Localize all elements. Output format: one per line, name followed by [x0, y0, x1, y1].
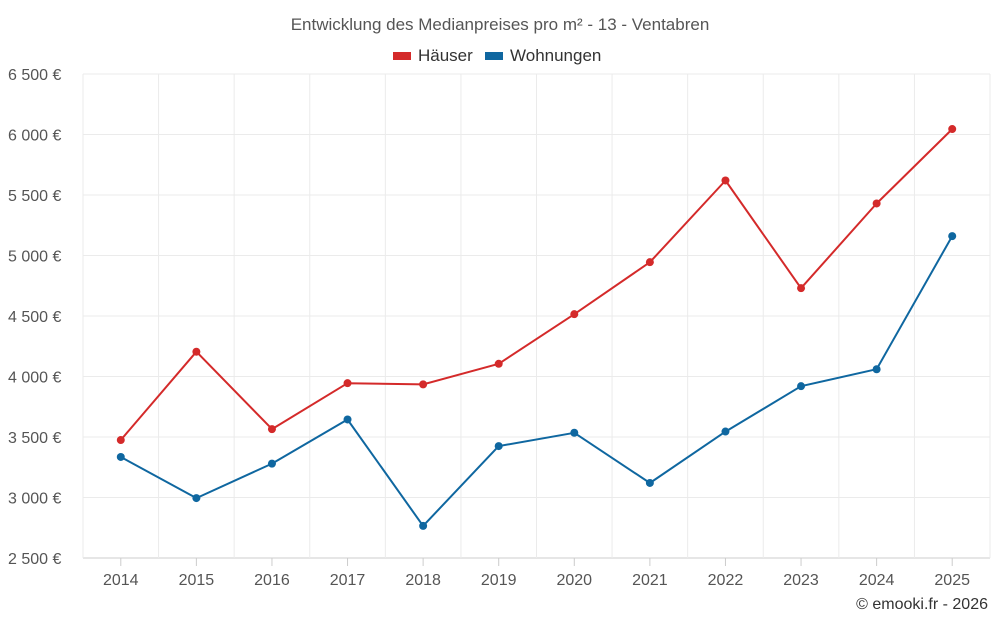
x-tick-label: 2023 [783, 572, 819, 589]
legend: Häuser Wohnungen [393, 46, 601, 65]
x-axis: 2014 2015 2016 2017 2018 2019 2020 2021 2022 2023… [103, 558, 970, 589]
x-tick-label: 2022 [708, 572, 744, 589]
data-point-haeuser [419, 380, 428, 389]
data-point-haeuser [343, 379, 352, 388]
x-tick-label: 2016 [254, 572, 290, 589]
x-tick-label: 2019 [481, 572, 517, 589]
y-tick-label: 4 000 € [8, 370, 61, 387]
data-point-haeuser [192, 347, 201, 356]
series-line-wohnungen [120, 235, 954, 527]
series-group [116, 125, 957, 530]
data-point-wohnungen [797, 382, 806, 391]
x-tick-label: 2015 [179, 572, 215, 589]
data-point-wohnungen [948, 232, 957, 241]
data-point-wohnungen [872, 365, 881, 374]
legend-label-haeuser: Häuser [418, 46, 473, 65]
y-tick-label: 3 000 € [8, 491, 61, 508]
legend-label-wohnungen: Wohnungen [510, 46, 601, 65]
x-tick-label: 2020 [556, 572, 592, 589]
data-point-haeuser [645, 258, 654, 267]
data-point-haeuser [116, 436, 125, 445]
data-point-wohnungen [192, 494, 201, 503]
data-point-haeuser [872, 199, 881, 208]
y-axis: 2 500 € 3 000 € 3 500 € 4 000 € 4 500 € 5 000… [8, 67, 61, 568]
data-point-wohnungen [721, 427, 730, 436]
data-point-haeuser [797, 284, 806, 293]
x-tick-label: 2021 [632, 572, 668, 589]
y-tick-label: 6 500 € [8, 67, 61, 84]
y-tick-label: 5 000 € [8, 249, 61, 266]
data-point-wohnungen [343, 415, 352, 424]
data-point-haeuser [267, 425, 276, 434]
x-tick-label: 2014 [103, 572, 139, 589]
x-tick-label: 2025 [934, 572, 970, 589]
legend-swatch-haeuser [393, 52, 411, 60]
y-tick-label: 4 500 € [8, 309, 61, 326]
data-point-wohnungen [419, 521, 428, 530]
x-tick-label: 2024 [859, 572, 895, 589]
data-point-wohnungen [267, 459, 276, 468]
chart-title: Entwicklung des Medianpreises pro m² - 1… [291, 15, 710, 34]
data-point-wohnungen [116, 452, 125, 461]
x-tick-label: 2017 [330, 572, 366, 589]
legend-swatch-wohnungen [485, 52, 503, 60]
data-point-haeuser [494, 359, 503, 368]
data-point-wohnungen [645, 478, 654, 487]
data-point-haeuser [570, 310, 579, 319]
data-point-haeuser [948, 125, 957, 134]
y-tick-label: 5 500 € [8, 188, 61, 205]
series-line-haeuser [120, 128, 953, 441]
data-point-wohnungen [494, 442, 503, 451]
y-tick-label: 2 500 € [8, 551, 61, 568]
grid [82, 73, 991, 559]
x-tick-label: 2018 [405, 572, 441, 589]
data-point-wohnungen [570, 428, 579, 437]
credit-text: © emooki.fr - 2026 [856, 596, 988, 613]
y-tick-label: 3 500 € [8, 430, 61, 447]
data-point-haeuser [721, 176, 730, 185]
y-tick-label: 6 000 € [8, 128, 61, 145]
